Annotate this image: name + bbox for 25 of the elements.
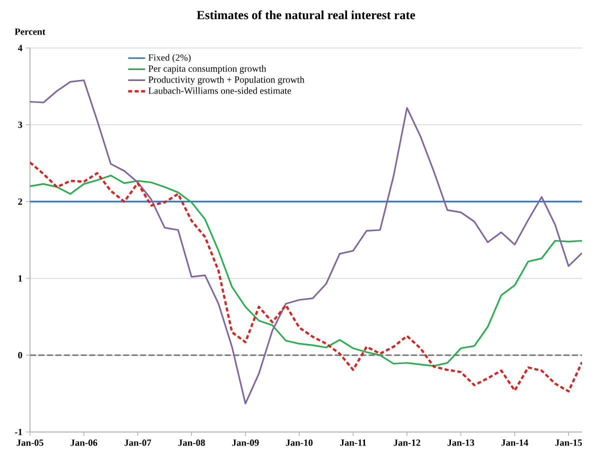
y-tick-label: 4 xyxy=(18,44,22,52)
y-tick-label: 3 xyxy=(18,122,22,128)
x-tick-label: Jan-07 xyxy=(124,440,152,446)
x-tick-label: Jan-14 xyxy=(501,440,528,446)
x-tick-label: Jan-05 xyxy=(16,440,44,446)
x-tick-label: Jan-10 xyxy=(286,440,313,446)
y-tick-label: -1 xyxy=(14,428,22,436)
legend-label: Fixed (2%) xyxy=(148,54,191,63)
x-tick-label: Jan-11 xyxy=(340,440,366,446)
y-tick-label: 0 xyxy=(18,352,22,358)
x-tick-label: Jan-15 xyxy=(555,440,582,446)
x-tick-label: Jan-08 xyxy=(178,440,205,446)
legend-label: Productivity growth + Population growth xyxy=(148,76,304,85)
y-tick-label: 2 xyxy=(18,198,22,205)
x-tick-label: Jan-13 xyxy=(448,440,474,446)
legend-label: Laubach-Williams one-sided estimate xyxy=(148,87,292,94)
line-series xyxy=(30,161,582,392)
y-axis-title: Percent xyxy=(14,28,46,35)
chart-title: Estimates of the natural real interest rate xyxy=(196,10,416,20)
x-tick-label: Jan-09 xyxy=(232,440,259,446)
x-tick-label: Jan-06 xyxy=(70,440,98,446)
line-series xyxy=(30,174,582,367)
y-tick-label: 1 xyxy=(18,275,22,282)
x-tick-label: Jan-12 xyxy=(394,440,420,446)
legend-label: Per capita consumption growth xyxy=(148,65,266,74)
